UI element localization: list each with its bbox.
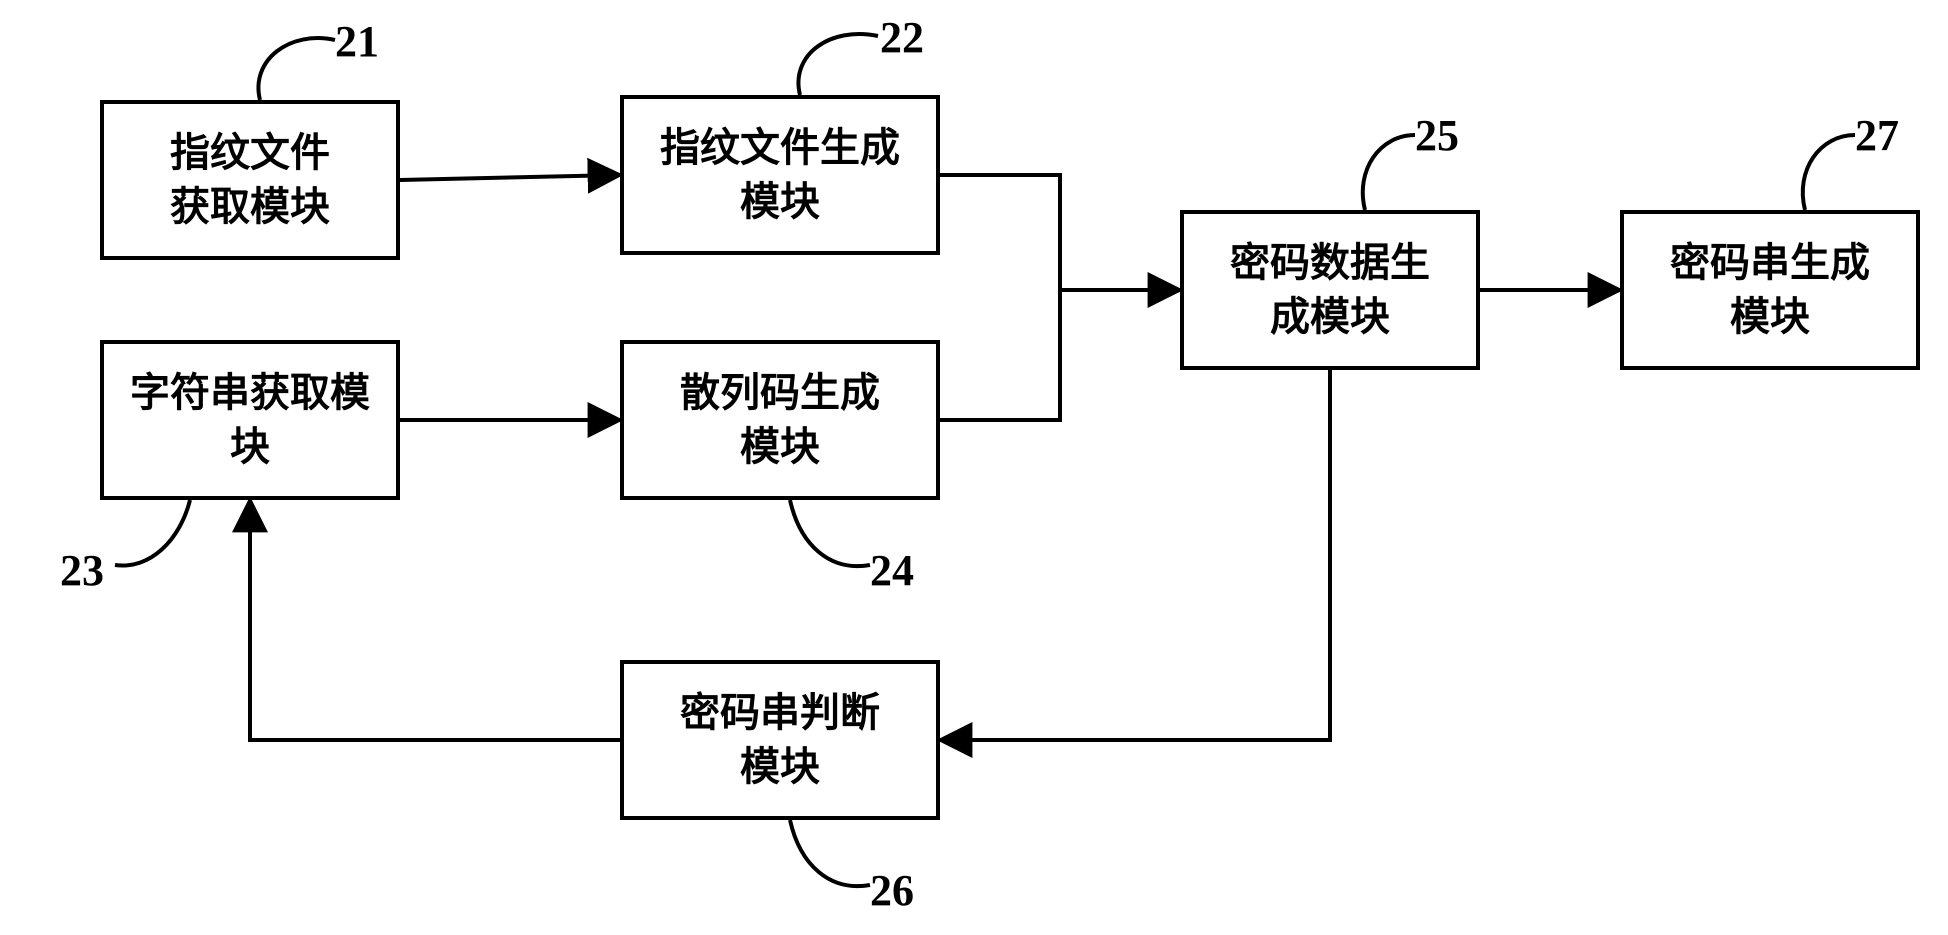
edge-n21-n22: [400, 175, 620, 180]
node-n22: 指纹文件生成 模块: [620, 95, 940, 255]
callout-label-n27: 27: [1855, 110, 1899, 161]
node-label-n23: 字符串获取模 块: [130, 366, 370, 474]
edge-n22-n25: [940, 175, 1180, 290]
callout-lead-n27: [1803, 135, 1855, 210]
callout-label-n24: 24: [870, 545, 914, 596]
callout-lead-n22: [798, 34, 878, 95]
callout-lead-n21: [258, 38, 335, 100]
callout-lead-n26: [790, 820, 870, 886]
callout-lead-n24: [790, 500, 870, 566]
node-label-n21: 指纹文件 获取模块: [170, 126, 330, 234]
node-n21: 指纹文件 获取模块: [100, 100, 400, 260]
callout-label-n25: 25: [1415, 110, 1459, 161]
node-n23: 字符串获取模 块: [100, 340, 400, 500]
node-label-n27: 密码串生成 模块: [1670, 236, 1870, 344]
node-n25: 密码数据生 成模块: [1180, 210, 1480, 370]
callout-label-n23: 23: [60, 545, 104, 596]
node-label-n22: 指纹文件生成 模块: [660, 121, 900, 229]
node-label-n25: 密码数据生 成模块: [1230, 236, 1430, 344]
callout-lead-n23: [115, 500, 190, 566]
node-n24: 散列码生成 模块: [620, 340, 940, 500]
edge-n24-n25: [940, 290, 1180, 420]
diagram-stage: 指纹文件 获取模块 指纹文件生成 模块字符串获取模 块 散列码生成 模块 密码数据生 …: [0, 0, 1948, 935]
callout-label-n22: 22: [880, 12, 924, 63]
node-n26: 密码串判断 模块: [620, 660, 940, 820]
callout-lead-n25: [1363, 135, 1415, 210]
callout-label-n26: 26: [870, 865, 914, 916]
node-label-n26: 密码串判断 模块: [680, 686, 880, 794]
edge-n26-n23: [250, 500, 620, 740]
callout-label-n21: 21: [335, 16, 379, 67]
edge-n25-n26: [940, 370, 1330, 740]
node-n27: 密码串生成 模块: [1620, 210, 1920, 370]
node-label-n24: 散列码生成 模块: [680, 366, 880, 474]
